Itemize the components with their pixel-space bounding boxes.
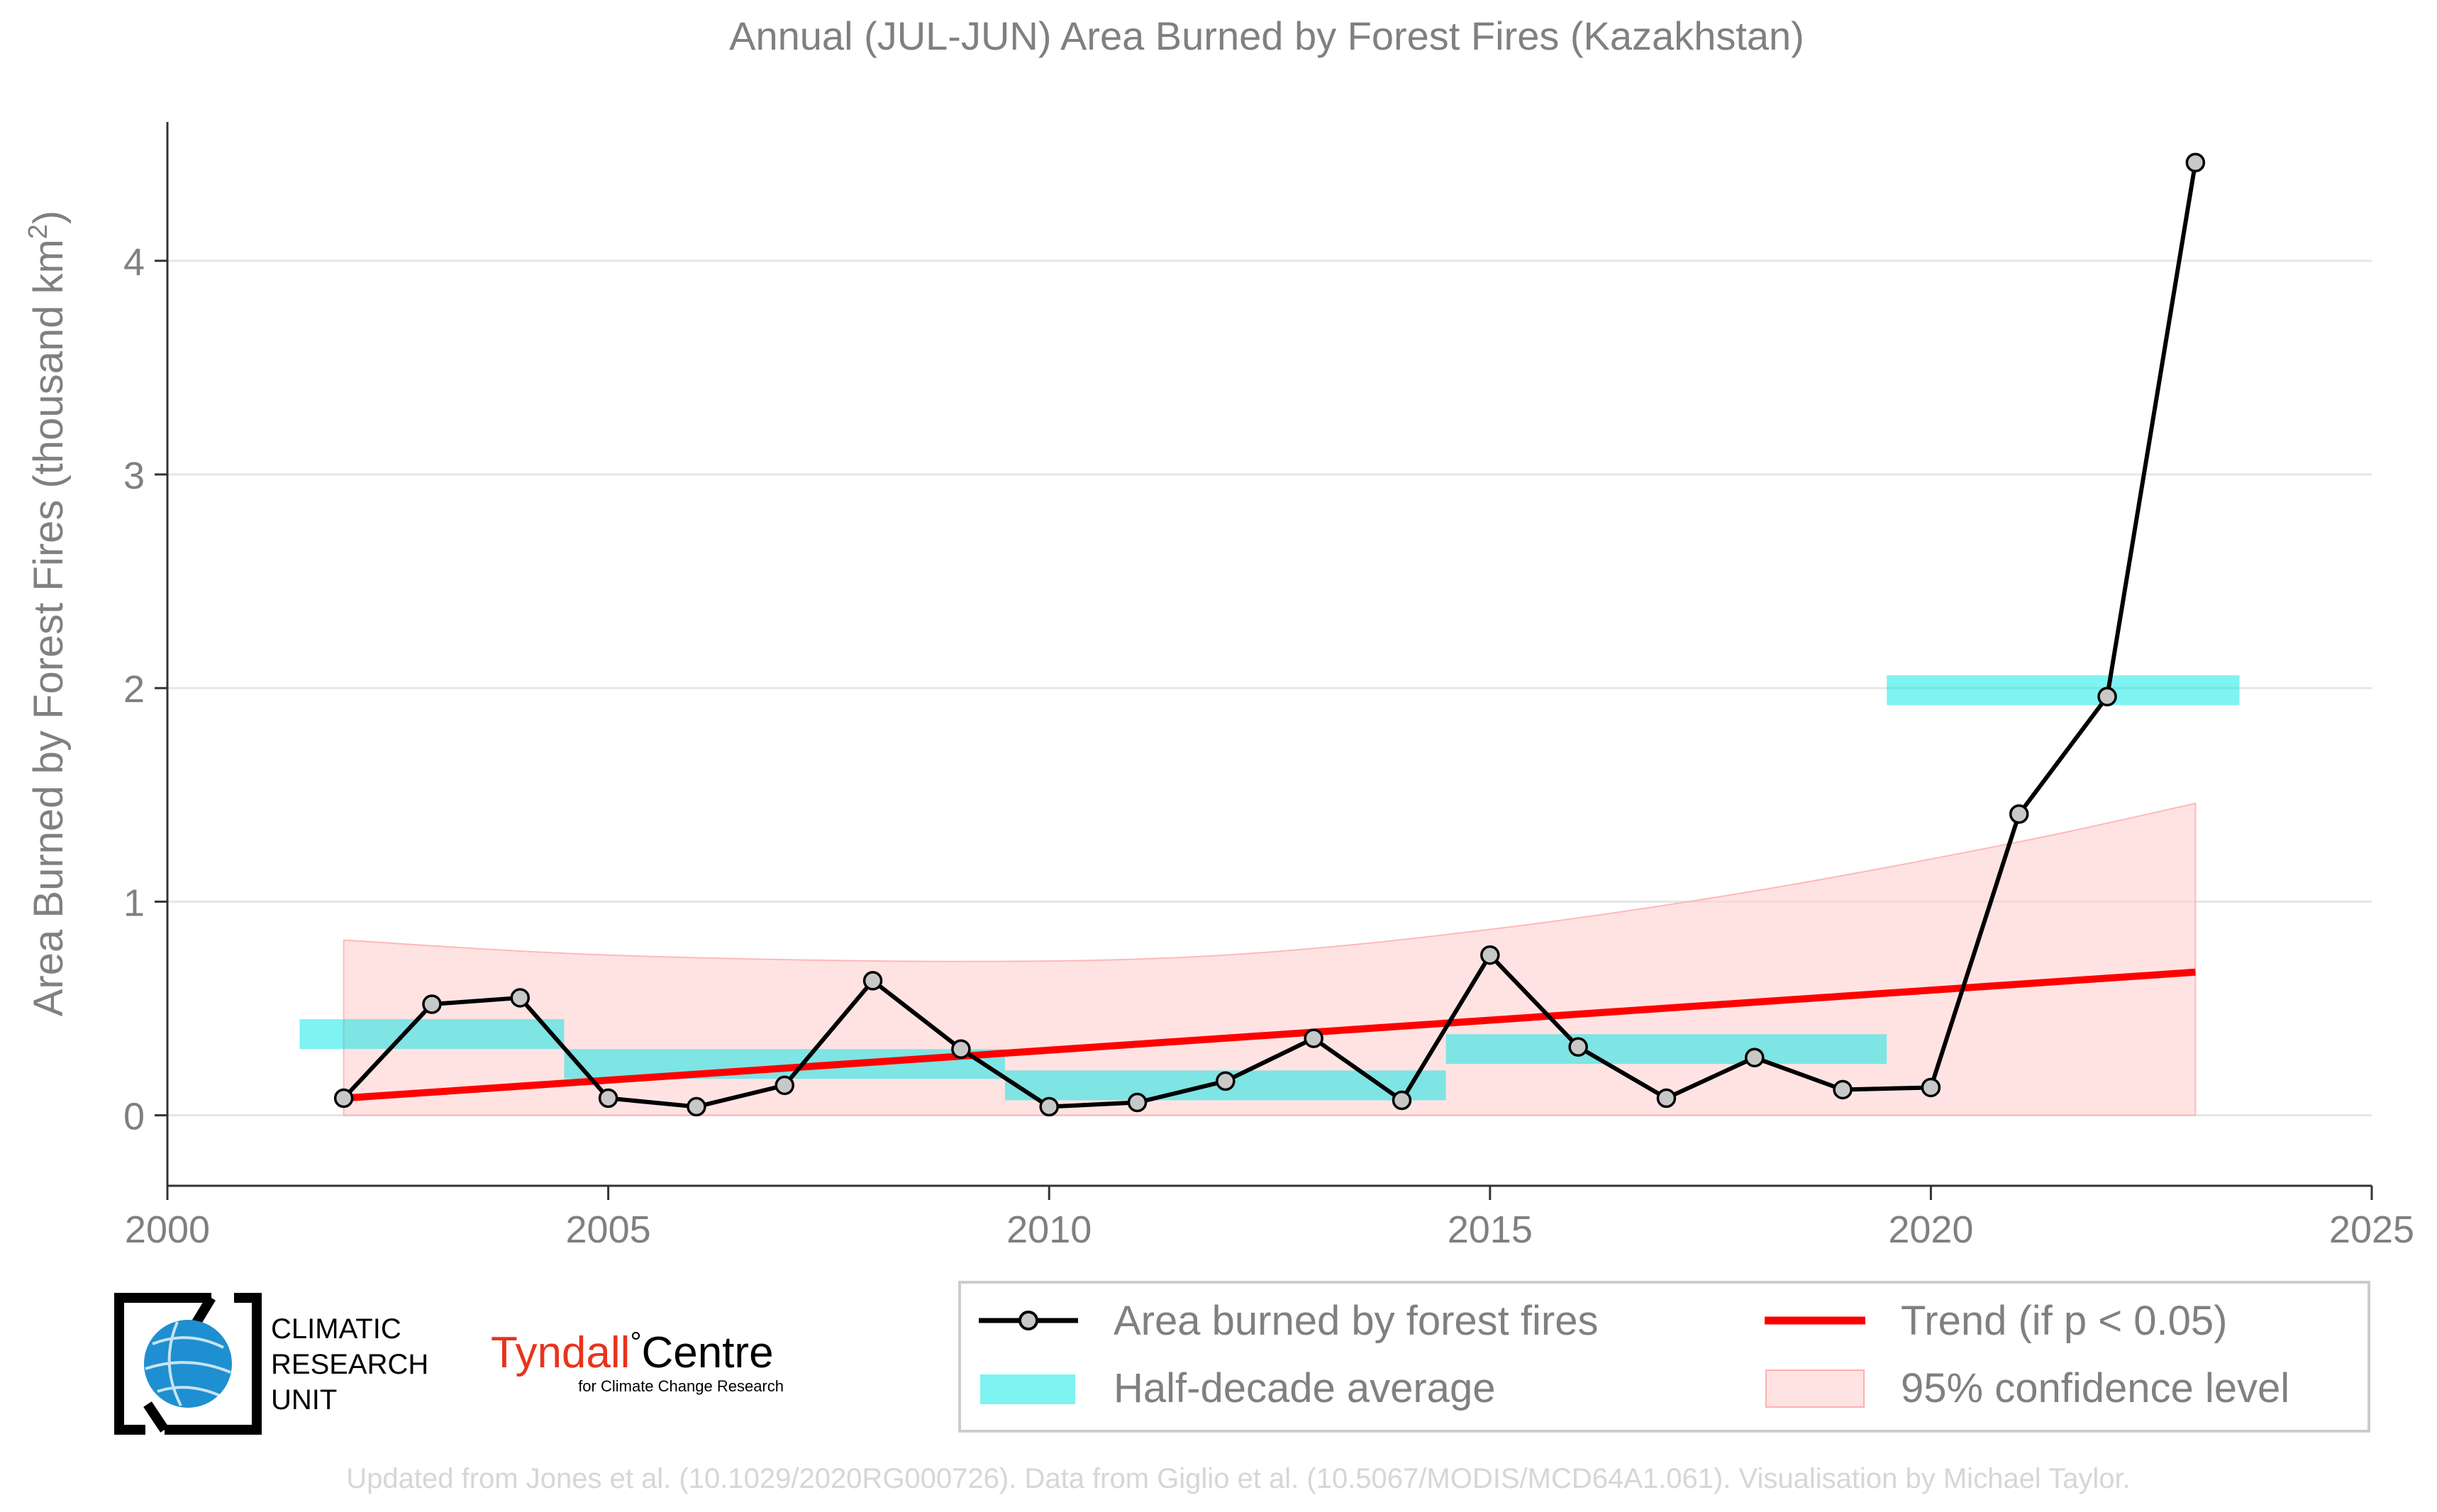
data-point	[2009, 804, 2029, 824]
data-point	[775, 1075, 794, 1096]
data-point	[422, 994, 442, 1014]
y-tick-label: 2	[123, 668, 145, 711]
legend: Area burned by forest fires Half-decade …	[958, 1281, 2370, 1433]
cru-logo-slash-top	[191, 1295, 216, 1328]
data-point	[862, 971, 883, 991]
legend-label-half: Half-decade average	[1114, 1365, 1495, 1411]
cru-logo-line-1: CLIMATIC	[271, 1313, 401, 1345]
data-point	[333, 1088, 354, 1108]
y-tick-label: 1	[123, 882, 145, 924]
y-tick-label: 0	[123, 1096, 145, 1138]
y-axis-label: Area Burned by Forest Fires (thousand km…	[23, 211, 72, 1017]
data-point	[1039, 1096, 1059, 1117]
legend-half-swatch	[980, 1374, 1075, 1404]
tyndall-logo-title: Tyndall°Centre	[491, 1327, 774, 1377]
half-decade-bar	[1445, 1034, 1887, 1064]
x-tick-label: 2020	[1888, 1208, 1973, 1251]
x-tick-label: 2005	[566, 1208, 651, 1251]
legend-marker-swatch	[1018, 1311, 1038, 1330]
area-burned-line	[342, 162, 2198, 1109]
y-axis-label-main: Area Burned by Forest Fires (thousand km	[26, 239, 72, 1016]
data-point	[1392, 1090, 1412, 1111]
half-decade-bar	[299, 1019, 565, 1050]
half-decade-bars	[299, 675, 2240, 1101]
data-point	[1304, 1028, 1323, 1048]
data-point	[1568, 1037, 1588, 1057]
x-tick-label: 2025	[2329, 1208, 2414, 1251]
y-axis-label-sup: 2	[23, 224, 53, 239]
cru-logo-frame	[114, 1293, 262, 1435]
data-point	[1921, 1077, 1941, 1098]
footer-credit: Updated from Jones et al. (10.1029/2020R…	[346, 1463, 2130, 1494]
cru-logo-slash-bottom	[143, 1401, 169, 1433]
data-point	[598, 1088, 618, 1108]
globe-lines-icon	[145, 1321, 231, 1406]
legend-frame	[958, 1281, 2370, 1433]
tyndall-logo-name: Tyndall	[491, 1328, 630, 1377]
tyndall-logo-centre: Centre	[641, 1328, 773, 1377]
x-tick-label: 2015	[1448, 1208, 1533, 1251]
data-point	[2185, 152, 2206, 172]
cru-logo-line-3: UNIT	[271, 1384, 337, 1416]
cru-logo-line-2: RESEARCH	[271, 1349, 428, 1380]
x-tick-label: 2000	[125, 1208, 210, 1251]
legend-label-ci: 95% confidence level	[1901, 1365, 2289, 1411]
half-decade-bar	[564, 1049, 1006, 1079]
data-point	[510, 988, 531, 1008]
data-point	[2097, 686, 2117, 706]
data-point	[1480, 945, 1500, 965]
tyndall-logo-subtitle: for Climate Change Research	[578, 1377, 784, 1395]
data-point	[951, 1039, 971, 1059]
trend-line-group	[343, 968, 2196, 1102]
chart-title: Annual (JUL-JUN) Area Burned by Forest F…	[729, 13, 1804, 58]
tyndall-logo-degree: °	[630, 1327, 641, 1358]
trend-line	[343, 968, 2196, 1102]
tyndall-logo: Tyndall°Centre for Climate Change Resear…	[491, 1327, 784, 1395]
half-decade-bar	[1887, 675, 2240, 706]
y-tick-label: 4	[123, 241, 145, 284]
data-point	[1833, 1079, 1853, 1100]
legend-ci-swatch	[1765, 1369, 1865, 1408]
data-point	[1216, 1071, 1236, 1091]
axes: 0 1 2 3 4 2000 2005 2010 2015 2020 2025	[123, 122, 2414, 1251]
legend-label-trend: Trend (if p < 0.05)	[1901, 1298, 2227, 1344]
data-point	[1745, 1047, 1765, 1068]
x-tick-label: 2010	[1006, 1208, 1092, 1251]
data-series	[333, 152, 2206, 1117]
y-axis-label-close: )	[26, 211, 72, 224]
cru-logo: CLIMATIC RESEARCH UNIT	[114, 1293, 428, 1435]
y-tick-label: 3	[123, 455, 145, 497]
data-point	[1656, 1088, 1677, 1108]
legend-label-area: Area burned by forest fires	[1114, 1298, 1598, 1344]
data-point	[1127, 1092, 1148, 1113]
data-point	[687, 1096, 706, 1117]
